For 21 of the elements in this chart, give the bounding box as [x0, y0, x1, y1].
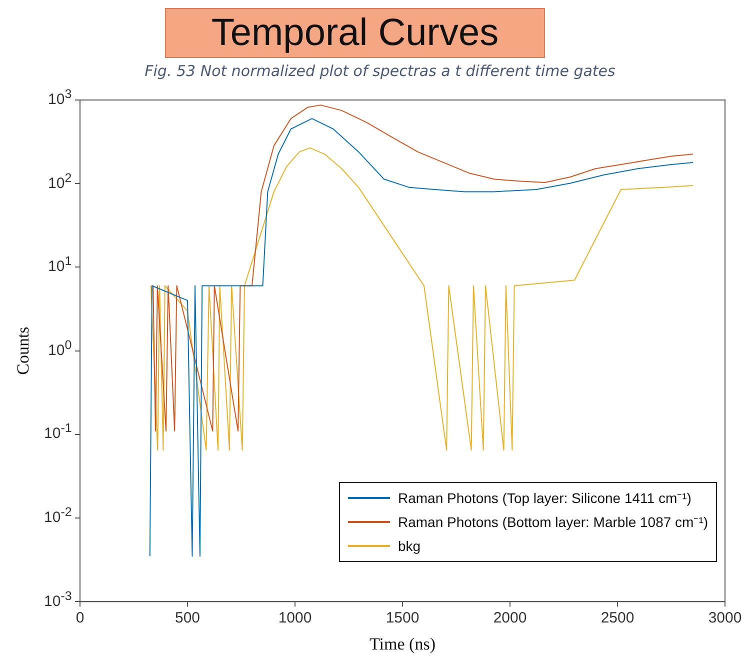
x-tick-label: 0: [76, 610, 84, 627]
y-tick-label: 10$^{-3}$: [44, 588, 72, 610]
caption: Fig. 53 Not normalized plot of spectras a t different time gates: [144, 62, 616, 80]
x-tick-label: 1000: [278, 610, 312, 627]
legend-label: Raman Photons (Bottom layer: Marble 1087 cm⁻¹): [398, 513, 708, 532]
x-tick-label: 2500: [600, 610, 634, 627]
x-tick-label: 3000: [708, 610, 742, 627]
chart-title: Temporal Curves: [165, 8, 545, 58]
y-axis-title: Counts: [14, 326, 33, 375]
x-axis-title: Time (ns): [370, 634, 436, 654]
y-tick-label: 10$^{2}$: [48, 170, 72, 192]
legend-label: Raman Photons (Top layer: Silicone 1411 cm⁻¹): [398, 489, 692, 508]
y-tick-label: 10$^{0}$: [48, 336, 72, 359]
y-tick-label: 10$^{3}$: [48, 86, 72, 108]
y-tick-label: 10$^{-2}$: [44, 504, 72, 526]
x-tick-label: 500: [174, 610, 200, 627]
x-tick-label: 1500: [386, 610, 420, 627]
y-tick-label: 10$^{1}$: [48, 253, 72, 276]
x-tick-label: 2000: [493, 610, 527, 627]
legend-label: bkg: [398, 538, 421, 554]
y-tick-label: 10$^{-1}$: [44, 420, 72, 442]
